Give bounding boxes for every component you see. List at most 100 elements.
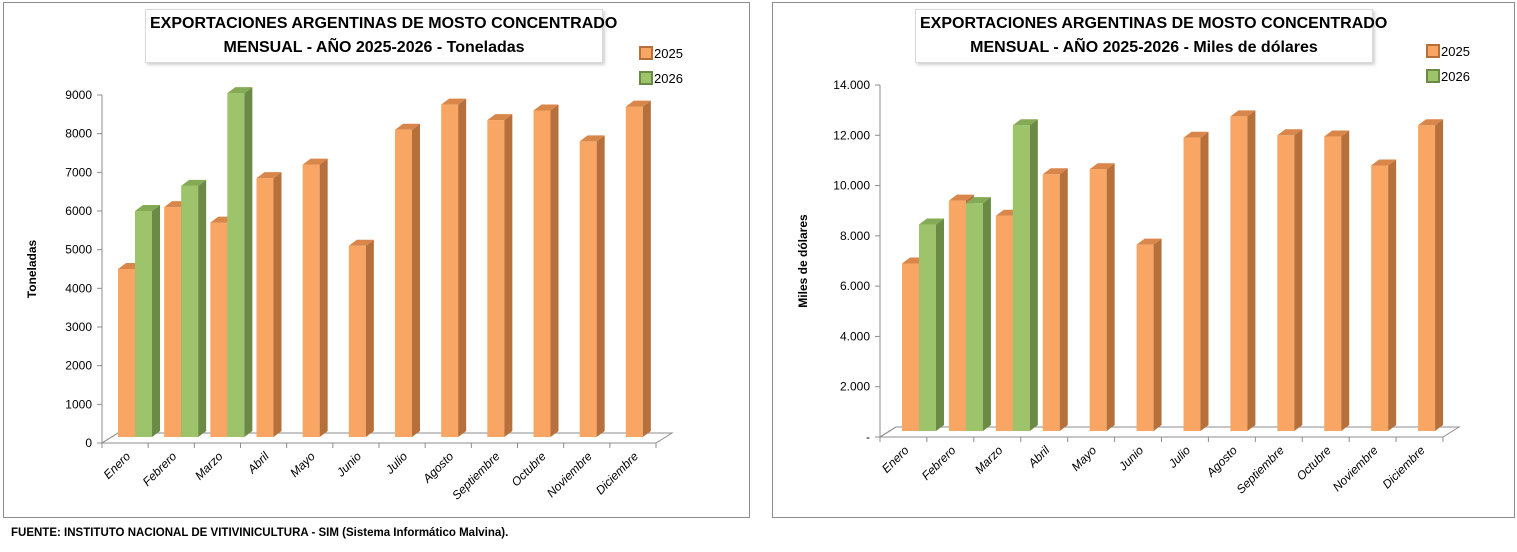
bar-side: [152, 205, 160, 437]
x-category-label: Junio: [1115, 443, 1146, 474]
legend-item-2025: 2025: [639, 46, 683, 61]
bar-2025-mayo: [302, 158, 328, 437]
bar-front: [441, 104, 459, 438]
bar-top: [1418, 119, 1444, 126]
bar-top: [579, 135, 605, 142]
x-category-label: Agosto: [419, 449, 456, 486]
y-tick-label: -: [866, 430, 870, 444]
bar-side: [1247, 110, 1256, 431]
legend-item-2026: 2026: [1426, 69, 1470, 84]
chart-title-line2: MENSUAL - AÑO 2025-2026 - Toneladas: [223, 39, 525, 56]
bar-side: [982, 197, 991, 431]
y-tick-label: 8.000: [840, 229, 870, 243]
bar-side: [936, 218, 944, 431]
bar-top: [441, 98, 467, 105]
bar-front: [487, 120, 505, 437]
bar-top: [1183, 131, 1209, 138]
bar-side: [412, 123, 420, 438]
legend-item-2025: 2025: [1426, 44, 1470, 59]
bar-side: [1435, 119, 1444, 431]
y-tick-label: 6.000: [840, 279, 870, 293]
bar-front: [948, 200, 966, 431]
chart-title-line2: MENSUAL - AÑO 2025-2026 - Miles de dólar…: [970, 39, 1318, 56]
x-category-label: Diciembre: [593, 449, 641, 497]
legend-swatch: [639, 71, 653, 85]
bar-side: [1059, 168, 1068, 431]
bar-front: [1418, 125, 1436, 431]
bar-2025-octubre: [1324, 130, 1350, 432]
y-tick-label: 2000: [65, 359, 92, 373]
y-tick-label: 0: [85, 436, 92, 450]
bar-side: [244, 87, 253, 438]
bar-top: [135, 205, 160, 211]
bar-2026-marzo: [227, 87, 253, 438]
bar-front: [1277, 135, 1295, 432]
bar-2025-agosto: [1230, 110, 1256, 431]
bar-2025-diciembre: [625, 100, 651, 437]
x-category-label: Noviembre: [544, 449, 595, 500]
bar-front: [181, 185, 199, 437]
bar-2026-febrero: [965, 197, 991, 431]
bar-top: [1012, 119, 1038, 126]
bar-front: [902, 263, 919, 431]
bar-2025-junio: [1136, 238, 1162, 431]
bar-top: [625, 100, 651, 107]
legend-swatch: [639, 46, 653, 60]
x-category-label: Septiembre: [449, 449, 503, 503]
bar-top: [1042, 168, 1068, 175]
bar-2025-abril: [1042, 168, 1068, 431]
floor-depth-line: [101, 432, 119, 444]
bar-2025-agosto: [441, 98, 467, 438]
bar-side: [1153, 238, 1162, 431]
bar-side: [319, 158, 328, 437]
bar-side: [642, 100, 651, 437]
x-category-label: Agosto: [1203, 443, 1240, 480]
y-tick-label: 9000: [65, 88, 92, 102]
bar-side: [458, 98, 467, 438]
bar-front: [256, 178, 274, 437]
x-category-label: Enero: [879, 443, 912, 476]
bar-front: [1371, 165, 1389, 431]
x-category-label: Febrero: [919, 443, 959, 483]
bar-front: [1042, 174, 1060, 431]
y-tick-label: 4.000: [840, 329, 870, 343]
x-category-label: Abril: [1025, 443, 1053, 471]
x-category-label: Febrero: [140, 449, 180, 489]
bar-side: [1294, 129, 1303, 431]
y-tick-label: 2.000: [840, 380, 870, 394]
bar-front: [579, 141, 597, 437]
bar-front: [1183, 137, 1201, 432]
bar-front: [210, 222, 228, 437]
y-tick-label: 3000: [65, 320, 92, 334]
bar-top: [948, 194, 974, 201]
bar-front: [533, 110, 551, 437]
bar-top: [348, 239, 374, 246]
bar-top: [256, 172, 282, 179]
bar-side: [273, 172, 282, 437]
bar-top: [1371, 159, 1397, 166]
bar-2025-junio: [348, 239, 374, 437]
y-tick-label: 4000: [65, 281, 92, 295]
bar-top: [1277, 129, 1303, 136]
bar-2025-septiembre: [487, 114, 513, 437]
bar-side: [1029, 119, 1038, 431]
floor-depth-line: [879, 426, 897, 438]
bar-top: [302, 158, 328, 165]
bar-2025-noviembre: [1371, 159, 1397, 431]
bar-front: [1230, 116, 1248, 431]
bar-2025-octubre: [533, 104, 559, 437]
x-category-label: Mayo: [287, 449, 318, 480]
bar-2025-noviembre: [579, 135, 605, 437]
bar-side: [198, 179, 207, 437]
x-category-label: Julio: [382, 449, 410, 477]
bar-top: [533, 104, 559, 111]
legend-label: 2025: [654, 46, 683, 61]
bar-front: [135, 211, 152, 437]
y-axis-label: Toneladas: [25, 239, 39, 298]
chart-title: EXPORTACIONES ARGENTINAS DE MOSTO CONCEN…: [145, 9, 617, 63]
bar-2026-enero: [919, 218, 944, 431]
x-category-label: Abril: [244, 449, 272, 477]
y-tick-label: 7000: [65, 165, 92, 179]
chart-title-line1: EXPORTACIONES ARGENTINAS DE MOSTO CONCEN…: [920, 15, 1388, 32]
legend-label: 2026: [654, 71, 683, 86]
